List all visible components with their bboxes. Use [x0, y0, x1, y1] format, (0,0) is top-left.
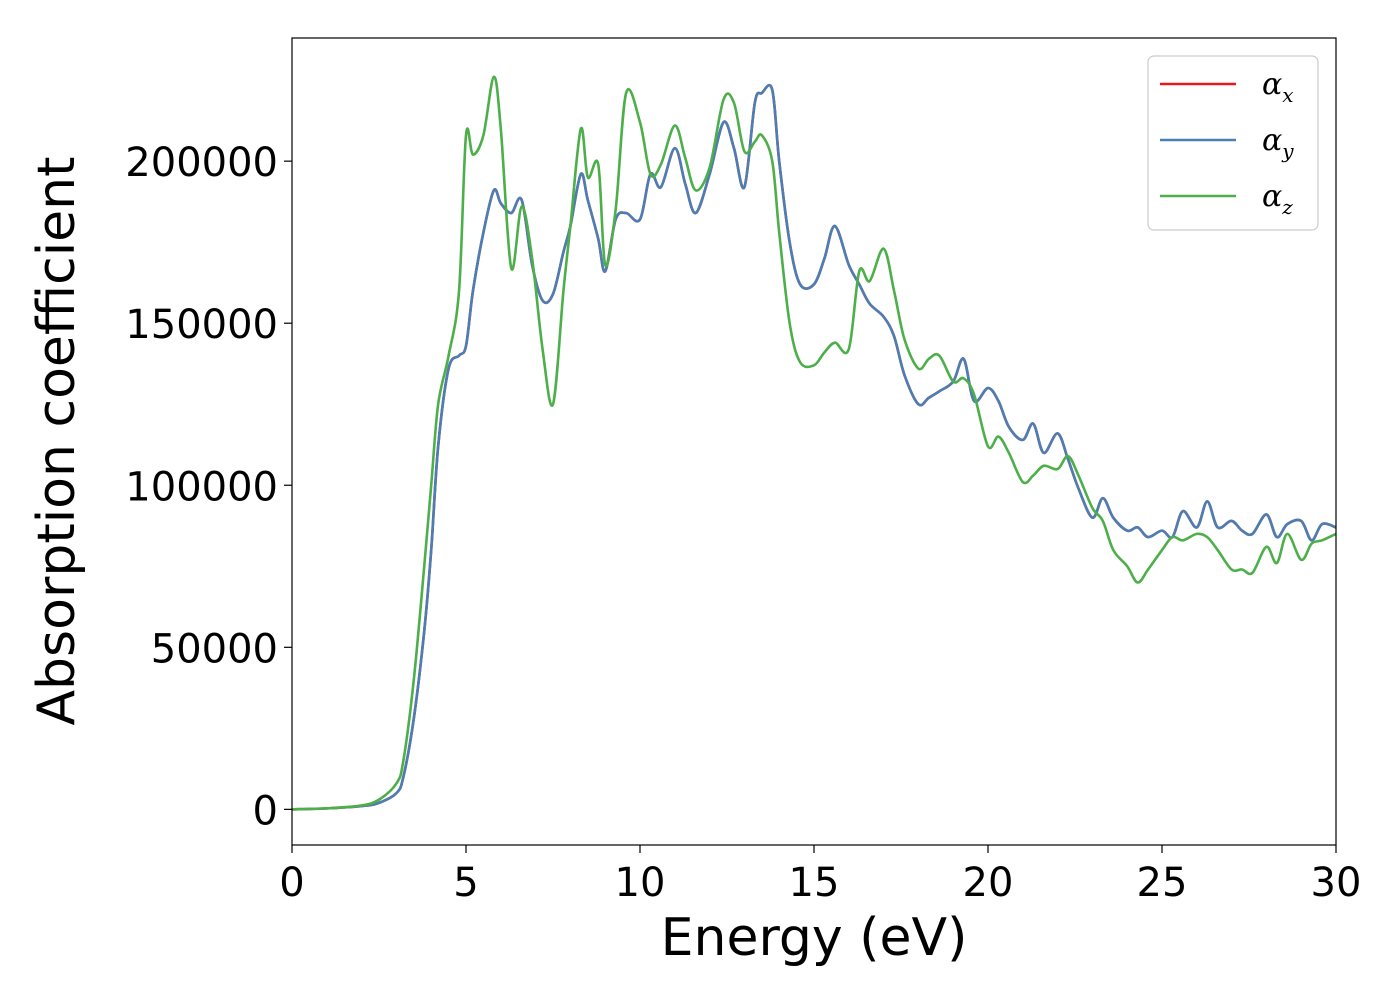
legend: αx αy αz [1147, 55, 1319, 231]
x-axis: 0 5 10 15 20 25 30 [279, 845, 1361, 906]
y-tick-label: 50000 [151, 626, 278, 672]
x-tick-label: 20 [963, 860, 1014, 906]
series-layer [291, 75, 1337, 811]
legend-label-x: αx [1262, 67, 1294, 107]
legend-label-y: αy [1262, 123, 1294, 163]
x-tick-label: 15 [789, 860, 840, 906]
y-tick-label: 100000 [125, 464, 278, 510]
x-tick-label: 10 [615, 860, 666, 906]
x-tick-label: 30 [1311, 860, 1362, 906]
y-tick-label: 200000 [125, 140, 278, 186]
series-line-z [291, 75, 1337, 811]
x-tick-label: 0 [279, 860, 304, 906]
x-axis-label: Energy (eV) [661, 908, 968, 968]
x-tick-label: 5 [453, 860, 478, 906]
series-line-y [291, 83, 1337, 811]
y-axis-label: Absorption coefficient [27, 156, 87, 725]
legend-frame [1147, 55, 1319, 231]
y-axis: 0 50000 100000 150000 200000 [125, 140, 292, 834]
legend-items: αx αy αz [1160, 67, 1294, 219]
x-tick-label: 25 [1137, 860, 1188, 906]
legend-label-z: αz [1262, 179, 1293, 219]
y-tick-label: 150000 [125, 302, 278, 348]
y-tick-label: 0 [253, 788, 278, 834]
